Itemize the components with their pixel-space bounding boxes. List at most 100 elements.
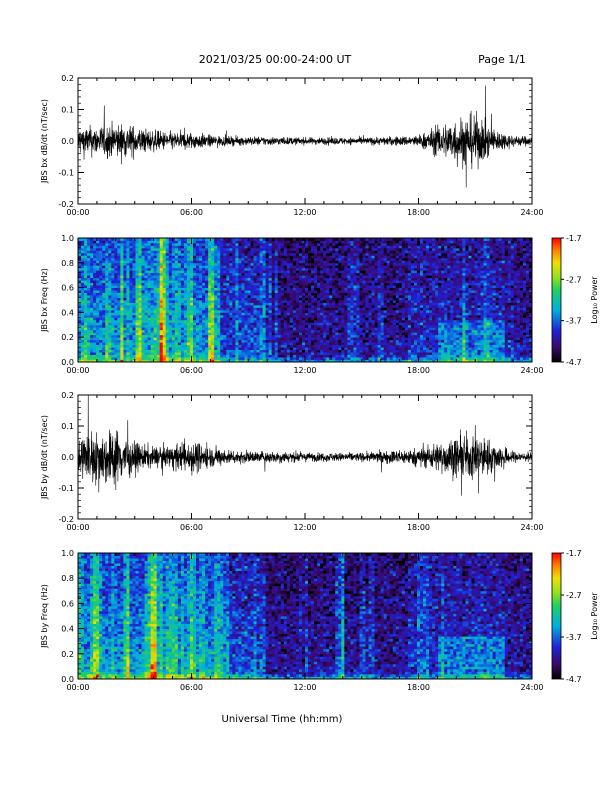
spectrogram-cell <box>135 312 139 316</box>
spectrogram-cell <box>168 344 173 348</box>
spectrogram-cell <box>353 282 357 286</box>
spectrogram-cell <box>298 257 303 261</box>
spectrogram-cell <box>253 240 257 244</box>
spectrogram-cell <box>253 302 257 306</box>
spectrogram-cell <box>262 302 267 306</box>
spectrogram-cell <box>102 319 106 323</box>
spectrogram-cell <box>180 292 185 296</box>
spectrogram-cell <box>150 290 155 293</box>
spectrogram-cell <box>96 247 100 251</box>
spectrogram-cell <box>329 337 333 341</box>
spectrogram-cell <box>117 327 121 331</box>
spectrogram-cell <box>78 255 82 259</box>
spectrogram-cell <box>314 238 318 241</box>
spectrogram-cell <box>244 337 248 341</box>
spectrogram-cell <box>159 275 164 279</box>
spectrogram-cell <box>144 275 149 279</box>
spectrogram-cell <box>289 300 294 303</box>
spectrogram-cell <box>111 337 115 341</box>
spectrogram-cell <box>120 260 124 264</box>
spectrogram-cell <box>132 357 136 360</box>
spectrogram-cell <box>292 317 297 321</box>
spectrogram-cell <box>114 277 118 281</box>
spectrogram-cell <box>159 247 164 251</box>
spectrogram-cell <box>217 287 221 291</box>
spectrogram-cell <box>362 334 366 338</box>
spectrogram-cell <box>244 297 248 301</box>
spectrogram-cell <box>356 347 360 350</box>
spectrogram-cell <box>323 267 327 271</box>
spectrogram-cell <box>186 312 191 316</box>
spectrogram-cell <box>180 285 185 288</box>
spectrogram-cell <box>108 307 112 311</box>
spectrogram-cell <box>156 257 161 261</box>
spectrogram-cell <box>238 317 242 321</box>
spectrogram-cell <box>162 262 167 266</box>
spectrogram-cell <box>117 260 121 264</box>
spectrogram-cell <box>356 357 360 360</box>
spectrogram-cell <box>365 297 369 301</box>
spectrogram-cell <box>196 277 200 281</box>
spectrogram-cell <box>87 300 91 303</box>
spectrogram-cell <box>256 240 260 244</box>
spectrogram-cell <box>177 359 182 363</box>
spectrogram-cell <box>371 352 376 355</box>
spectrogram-cell <box>259 245 264 249</box>
spectrogram-cell <box>199 309 203 313</box>
spectrogram-cell <box>114 357 118 360</box>
spectrogram-cell <box>159 327 164 331</box>
spectrogram-cell <box>114 342 118 346</box>
spectrogram-cell <box>271 322 276 326</box>
spectrogram-cell <box>350 314 354 318</box>
spectrogram-cell <box>87 245 91 249</box>
spectrogram-cell <box>189 347 194 350</box>
spectrogram-cell <box>338 240 342 244</box>
spectrogram-cell <box>232 339 236 343</box>
spectrogram-cell <box>105 250 109 254</box>
spectrogram-cell <box>256 275 260 279</box>
spectrogram-cell <box>202 329 206 333</box>
spectrogram-cell <box>350 252 354 256</box>
spectrogram-cell <box>259 327 264 331</box>
spectrogram-cell <box>144 277 149 281</box>
spectrogram-cell <box>208 252 212 256</box>
spectrogram-cell <box>274 337 279 341</box>
spectrogram-cell <box>226 287 230 291</box>
spectrogram-cell <box>295 282 300 286</box>
spectrogram-cell <box>183 292 188 296</box>
spectrogram-cell <box>365 240 369 244</box>
spectrogram-cell <box>244 287 248 291</box>
spectrogram-cell <box>256 257 260 261</box>
spectrogram-cell <box>174 257 179 261</box>
spectrogram-cell <box>320 349 324 353</box>
spectrogram-cell <box>159 270 164 274</box>
spectrogram-cell <box>141 245 145 249</box>
spectrogram-cell <box>298 342 303 346</box>
spectrogram-cell <box>359 309 363 313</box>
spectrogram-cell <box>81 267 85 271</box>
spectrogram-cell <box>84 265 88 269</box>
spectrogram-cell <box>238 262 242 266</box>
spectrogram-cell <box>292 265 297 269</box>
spectrogram-cell <box>87 339 91 343</box>
spectrogram-cell <box>320 307 324 311</box>
spectrogram-cell <box>356 257 360 261</box>
spectrogram-cell <box>250 332 254 336</box>
spectrogram-cell <box>162 357 167 360</box>
spectrogram-cell <box>332 287 336 291</box>
spectrogram-cell <box>323 354 327 358</box>
spectrogram-cell <box>214 275 218 279</box>
spectrogram-cell <box>353 337 357 341</box>
spectrogram-cell <box>298 245 303 249</box>
spectrogram-cell <box>311 270 315 274</box>
spectrogram-cell <box>108 280 112 284</box>
spectrogram-cell <box>129 354 133 358</box>
spectrogram-cell <box>250 242 254 246</box>
spectrogram-cell <box>232 324 236 328</box>
spectrogram-cell <box>102 327 106 331</box>
spectrogram-cell <box>229 352 233 355</box>
spectrogram-cell <box>214 255 218 259</box>
spectrogram-cell <box>117 354 121 358</box>
spectrogram-cell <box>253 238 257 241</box>
spectrogram-cell <box>368 240 372 244</box>
